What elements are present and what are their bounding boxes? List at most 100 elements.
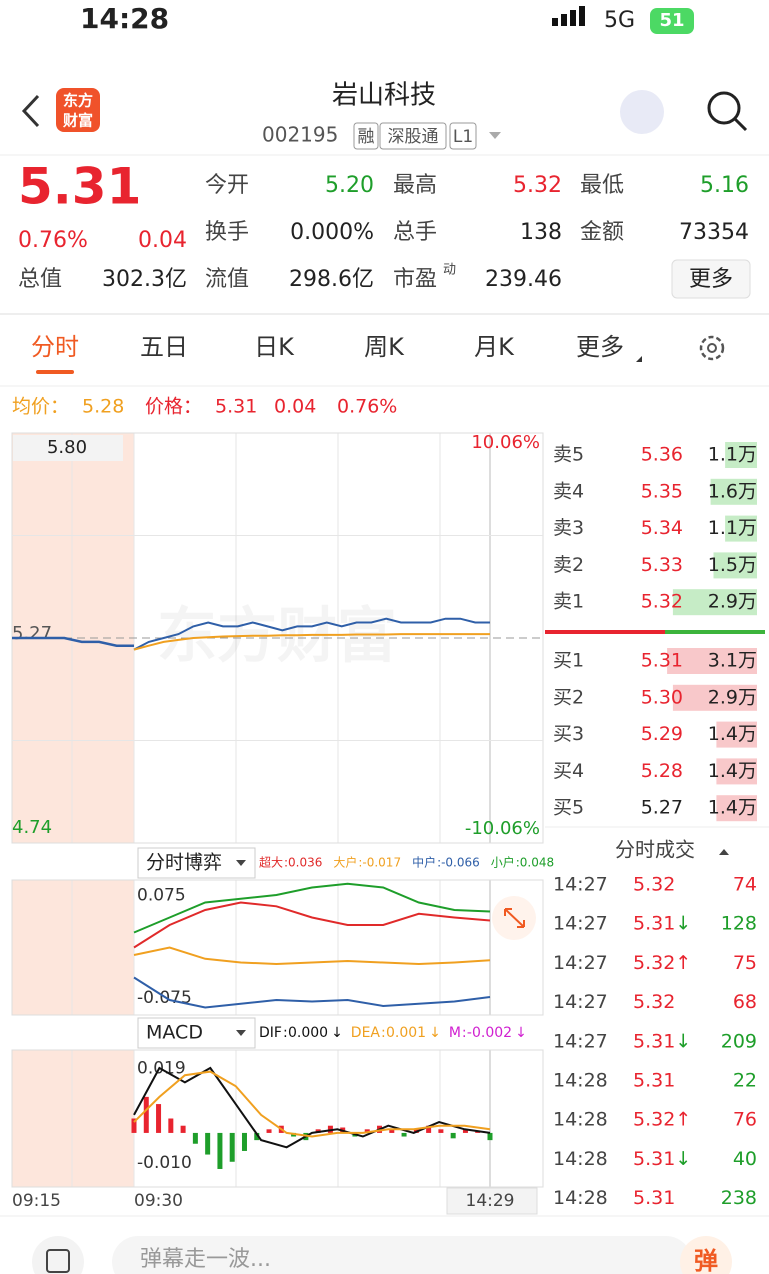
- trade-price: 5.31: [633, 1030, 675, 1052]
- indicator-title[interactable]: MACD: [146, 1022, 203, 1044]
- level-volume: 2.9万: [708, 591, 757, 613]
- level-volume: 1.1万: [708, 517, 757, 539]
- macd-bar: [180, 1125, 186, 1133]
- tab[interactable]: 更多: [576, 333, 624, 361]
- trade-volume: 22: [733, 1070, 757, 1092]
- back-button[interactable]: [21, 94, 40, 128]
- trade-volume: 128: [721, 913, 757, 935]
- search-icon[interactable]: [707, 91, 741, 125]
- danmaku-input[interactable]: [112, 1236, 692, 1274]
- level-price: 5.28: [641, 760, 683, 782]
- danmaku-button[interactable]: [680, 1236, 732, 1274]
- trade-arrow: ↑: [675, 1109, 691, 1131]
- x-label-box: [446, 1187, 538, 1215]
- volume-bar: [716, 721, 757, 748]
- more-button-text[interactable]: 更多: [689, 267, 733, 292]
- tag-box: [449, 122, 477, 150]
- stat-value: 239.46: [485, 267, 562, 292]
- legend-value: -0.002: [467, 1025, 512, 1041]
- stock-tag: 深股通: [388, 127, 439, 147]
- legend-name: 小户: [491, 855, 515, 870]
- trade-price: 5.32: [633, 952, 675, 974]
- level-label: 买1: [553, 650, 584, 672]
- legend-colon: :: [381, 1025, 386, 1041]
- stat-label: 换手: [205, 220, 249, 245]
- stock-tag: 融: [358, 127, 375, 147]
- tab[interactable]: 分时: [31, 333, 79, 361]
- tab-underline: [36, 370, 74, 374]
- robot-icon[interactable]: [620, 90, 664, 134]
- dropdown-arrow: [489, 132, 501, 139]
- stat-value: 0.000%: [290, 220, 374, 245]
- stock-name: 岩山科技: [332, 81, 436, 111]
- flow-line: [133, 946, 491, 966]
- legend-colon: :: [462, 1025, 467, 1041]
- signal-bar: [570, 10, 576, 26]
- info-value: 5.31: [215, 396, 257, 418]
- trade-time: 14:27: [553, 1030, 608, 1052]
- settings-icon[interactable]: [699, 335, 725, 361]
- level-volume: 1.4万: [708, 797, 757, 819]
- status-time: 14:28: [80, 2, 169, 35]
- trade-price: 5.31: [633, 1070, 675, 1092]
- indicator-select[interactable]: [137, 847, 256, 879]
- trade-price: 5.31: [633, 1148, 675, 1170]
- tab[interactable]: 周K: [364, 333, 405, 361]
- legend-value: -0.066: [441, 856, 480, 870]
- level-price: 5.30: [641, 686, 683, 708]
- volume-bar: [725, 515, 757, 542]
- comment-icon[interactable]: [32, 1236, 84, 1274]
- tag-box: [353, 122, 379, 150]
- level-label: 卖1: [553, 591, 584, 613]
- x-tick-label: 09:30: [134, 1191, 183, 1211]
- trade-price: 5.32: [633, 991, 675, 1013]
- indicator-select[interactable]: [137, 1017, 256, 1049]
- indicator-title[interactable]: 分时博弈: [146, 852, 222, 874]
- tab[interactable]: 月K: [474, 333, 515, 361]
- trade-time: 14:28: [553, 1070, 608, 1092]
- level-label: 卖4: [553, 480, 584, 502]
- macd-line: [133, 1066, 491, 1149]
- tab[interactable]: 日K: [254, 333, 295, 361]
- trade-arrow: ↓: [675, 1148, 691, 1170]
- trade-time: 14:27: [553, 913, 608, 935]
- trade-price: 5.32: [633, 1109, 675, 1131]
- settings-icon-core: [707, 343, 717, 353]
- stat-label: 最低: [580, 173, 624, 198]
- legend-arrow: ↓: [515, 1025, 527, 1041]
- macd-bar: [487, 1132, 493, 1141]
- comment-icon-glyph: [46, 1249, 70, 1273]
- price-line: [133, 617, 490, 651]
- macd-bar: [205, 1132, 211, 1155]
- more-button[interactable]: [671, 259, 751, 299]
- macd-bar: [168, 1118, 174, 1133]
- macd-bar: [462, 1129, 468, 1133]
- tag-box: [379, 122, 447, 150]
- stat-value: 5.20: [325, 173, 374, 198]
- volume-bar: [725, 442, 757, 468]
- trade-arrow: ↓: [675, 913, 691, 935]
- danmaku-button-text[interactable]: 弹: [694, 1247, 718, 1274]
- trade-volume: 238: [721, 1187, 757, 1209]
- legend-colon: :: [437, 856, 441, 870]
- macd-bar: [438, 1129, 444, 1133]
- level-price: 5.33: [641, 554, 683, 576]
- level-volume: 1.6万: [708, 480, 757, 502]
- macd-bar: [229, 1132, 235, 1162]
- battery-level: 51: [659, 10, 684, 31]
- danmaku-placeholder[interactable]: 弹幕走一波...: [140, 1247, 271, 1272]
- premarket-line: [12, 636, 134, 647]
- legend-value: 0.001: [386, 1025, 426, 1041]
- tab[interactable]: 五日: [140, 333, 188, 361]
- legend-name: DEA: [351, 1025, 381, 1041]
- signal-bar: [561, 14, 567, 26]
- macd-bar: [217, 1132, 223, 1169]
- x-tick-label: 09:15: [12, 1191, 61, 1211]
- legend-name: 超大: [259, 855, 283, 870]
- legend-name: DIF: [259, 1025, 282, 1041]
- level-volume: 2.9万: [708, 686, 757, 708]
- macd-bar: [401, 1132, 407, 1137]
- legend-colon: :: [516, 856, 520, 870]
- info-value: 0.76%: [337, 396, 397, 418]
